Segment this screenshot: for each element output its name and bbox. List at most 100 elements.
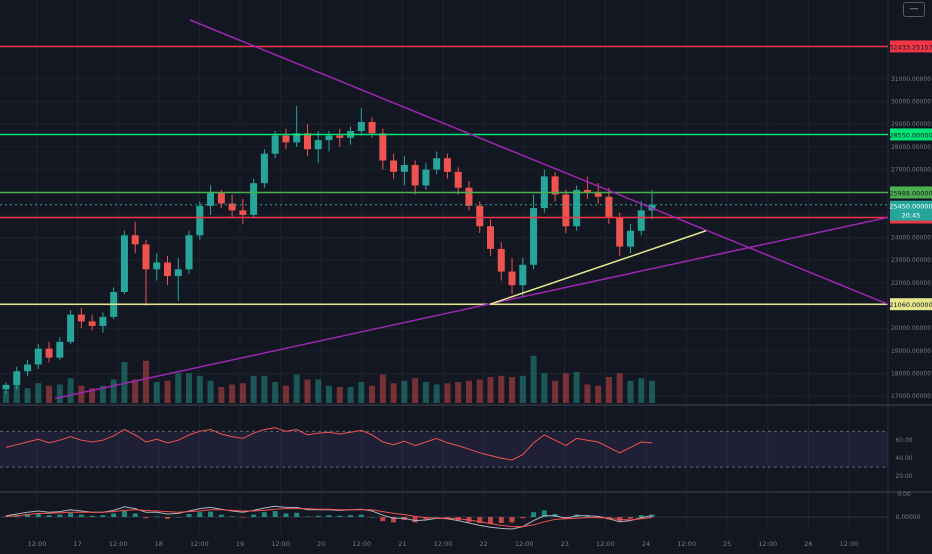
macd-histogram-bar [186,514,192,517]
volume-bar [584,384,591,403]
candle-body [99,316,107,326]
price-tick-label: 27000.00000 [891,167,931,174]
macd-pane: 0.00000 [0,505,921,530]
macd-histogram-bar [563,517,569,519]
volume-bar [196,375,203,403]
candle-body [228,203,236,211]
price-tick-label: 18000.00000 [891,371,931,378]
candle-body [88,321,96,326]
macd-histogram-bar [434,517,440,518]
time-tick-label: 21 [398,540,406,548]
price-tick-label: 31000.00000 [891,76,931,83]
volume-bar [142,360,149,403]
volume-bar [573,372,580,403]
price-tick-label: 17000.00000 [891,393,931,400]
candle-body [357,121,365,132]
volume-bar [422,382,429,403]
candle-body [196,205,204,236]
volume-bar [207,380,214,403]
macd-histogram-bar [337,515,343,517]
macd-histogram-bar [283,513,289,517]
time-tick-label: 17 [73,540,81,548]
volume-bar [627,380,634,403]
macd-histogram-bar [25,514,31,517]
candle-body [67,314,75,342]
candle-body [530,208,538,265]
volume-bar [67,378,74,403]
candle-body [24,364,32,372]
candle-body [476,205,484,227]
rsi-tick-label: 0.00 [897,491,911,498]
price-tick-label: 19000.00000 [891,348,931,355]
candle-body [368,121,376,134]
volume-bar [304,379,311,403]
volume-bar [282,385,289,403]
candle-body [131,235,139,245]
volume-bar [229,384,236,403]
volume-bar [272,382,279,403]
time-tick-label: 18 [155,540,163,548]
macd-histogram-bar [412,517,418,523]
macd-histogram-bar [121,511,127,517]
candle-body [13,371,21,385]
candle-body [250,183,258,215]
time-tick-label: 19 [236,540,244,548]
volume-bar [218,387,225,403]
horizontal-levels[interactable]: 32433.2515728550.0000025988.0000024882.4… [0,40,932,311]
price-tick-label: 20000.00000 [891,325,931,332]
candle-body [454,171,462,188]
candle-body [465,187,473,206]
price-tick-label: 24000.00000 [891,235,931,242]
macd-histogram-bar [57,514,63,517]
current-price-label: 25450.00000 [889,203,932,211]
macd-histogram-bar [369,517,375,518]
candle-body [2,384,10,390]
volume-bar [24,388,31,403]
level-label-box [890,186,932,199]
volume-bar [250,375,257,403]
macd-histogram-bar [391,517,397,523]
volume-bar [46,385,53,403]
volume-bar [390,383,397,403]
time-tick-label: 23 [561,540,569,548]
volume-bar [412,378,419,403]
volume-bar [3,390,9,403]
candle-body [616,217,624,247]
collapse-button[interactable]: — [903,2,925,17]
macd-histogram-bar [380,517,386,522]
price-tick-label: 29000.00000 [891,121,931,128]
macd-histogram-bar [46,515,52,517]
macd-histogram-bar [520,517,526,519]
price-axis[interactable]: 17000.00000 18000.00000 19000.00000 20000.0… [891,76,931,400]
macd-histogram-bar [165,517,170,519]
time-tick-label: 25 [723,540,731,548]
candle-body [573,189,581,227]
macd-histogram-bar [638,515,644,517]
volume-bar [13,384,20,403]
rsi-tick-label: 40.00 [895,455,912,462]
countdown-label: 20:45 [902,212,921,220]
macd-histogram-bar [229,516,235,517]
level-label-box [890,128,932,141]
volume-bar [239,383,246,403]
time-axis[interactable]: 12:00 17 12:00 18 12:00 19 12:00 20 12:00 21 12:00… [28,540,859,548]
time-tick-label: 12:00 [515,540,534,548]
time-tick-label: 24 [642,540,650,548]
volume-bar [379,374,386,403]
rsi-line [5,427,653,461]
time-tick-label: 12:00 [758,540,777,548]
macd-histogram-bar [197,512,203,517]
macd-signal-line [5,508,653,528]
macd-histogram-bar [154,516,160,517]
volume-bar [164,380,171,403]
trendlines[interactable] [54,19,889,400]
volume-bar [552,380,559,403]
volume-bar [153,382,160,403]
candle-body [120,235,128,292]
candle-body [400,165,408,172]
volume-bar [509,377,516,403]
time-tick-label: 12:00 [190,540,209,548]
time-tick-label: 12:00 [109,540,128,548]
